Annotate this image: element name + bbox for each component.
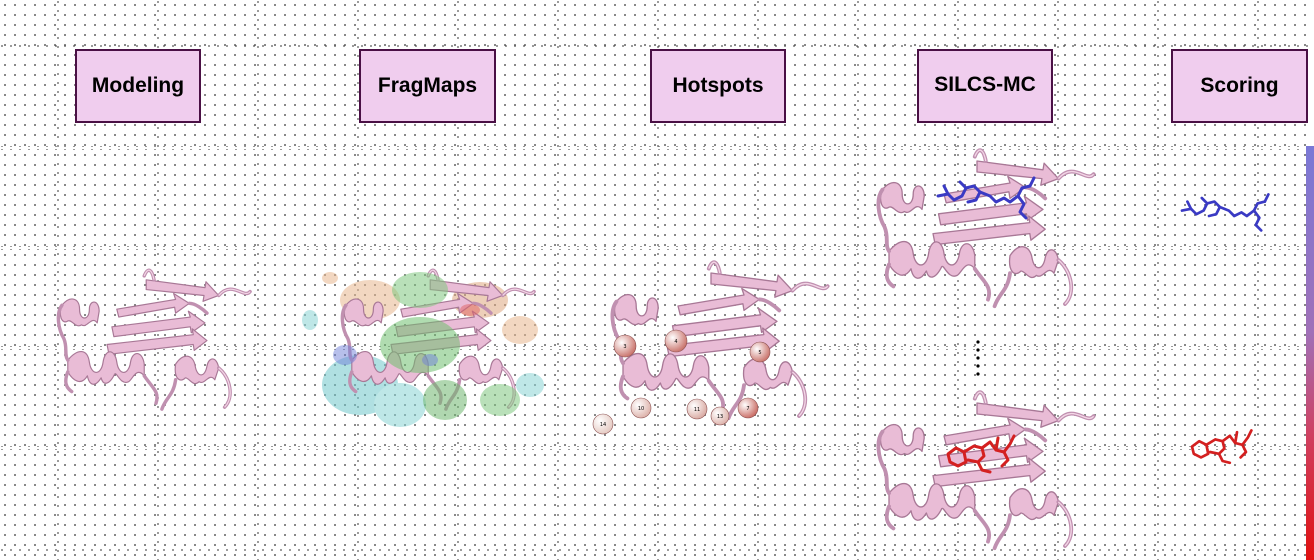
- grid-col-line: [455, 0, 459, 560]
- grid-col-line: [55, 0, 59, 560]
- grid-col-line: [355, 0, 359, 560]
- fragmap-blue-mesh: [333, 345, 438, 366]
- ellipsis-dots: [976, 340, 980, 376]
- hotspot-sphere: [737, 397, 759, 419]
- grid-col-line: [655, 0, 659, 560]
- stage-label: Hotspots: [672, 74, 764, 97]
- grid-col-line: [255, 0, 259, 560]
- hotspot-label: 4: [674, 339, 677, 345]
- hotspot-sphere: [630, 397, 652, 419]
- hotspot-sphere: [749, 341, 771, 363]
- grid-col-line: [1055, 0, 1059, 560]
- score-gradient-bar: [1306, 146, 1314, 560]
- hotspot-sphere: [592, 413, 614, 435]
- scoring-ligand-red: [1190, 429, 1253, 465]
- hotspot-label: 11: [694, 407, 700, 413]
- grid-col-line: [155, 0, 159, 560]
- hotspot-sphere: [686, 398, 708, 420]
- silcs-mc-pose-top: [876, 148, 1096, 309]
- stage-label: Modeling: [91, 74, 185, 97]
- hotspot-label: 10: [638, 406, 644, 412]
- grid-col-line: [555, 0, 559, 560]
- fragmap-green-mesh: [380, 272, 520, 420]
- hotspot-label: 7: [746, 406, 749, 412]
- stage-silcs-mc: SILCS-MC: [917, 49, 1053, 123]
- hotspot-sphere: [664, 329, 688, 353]
- stage-fragmaps: FragMaps: [359, 49, 496, 123]
- modeling-protein: [56, 268, 252, 411]
- stage-modeling: Modeling: [75, 49, 201, 123]
- grid-col-line: [1255, 0, 1259, 560]
- stage-hotspots: Hotspots: [650, 49, 786, 123]
- scoring-ligand-blue: [1180, 193, 1270, 232]
- hotspot-spheres: 3 4 5 10 14 11 13 7: [592, 329, 771, 435]
- hotspot-label: 13: [717, 414, 723, 420]
- stage-scoring: Scoring: [1171, 49, 1308, 123]
- hotspot-label: 14: [600, 422, 606, 428]
- grid-col-line: [955, 0, 959, 560]
- hotspots-protein: [610, 260, 830, 421]
- stage-label: SILCS-MC: [934, 73, 1036, 96]
- hotspot-label: 3: [623, 344, 626, 350]
- stage-label: FragMaps: [377, 74, 478, 97]
- fragmaps-protein-with-maps: [302, 268, 544, 427]
- hotspot-sphere: [710, 406, 730, 426]
- hotspot-sphere: [613, 334, 637, 358]
- silcs-mc-pose-bottom: [876, 390, 1096, 551]
- fragmap-red-mesh: [460, 304, 480, 316]
- stage-label: Scoring: [1200, 74, 1279, 97]
- grid-col-line: [1155, 0, 1159, 560]
- hotspot-label: 5: [758, 350, 761, 356]
- fragmap-cyan-mesh: [302, 310, 544, 427]
- grid-col-line: [855, 0, 859, 560]
